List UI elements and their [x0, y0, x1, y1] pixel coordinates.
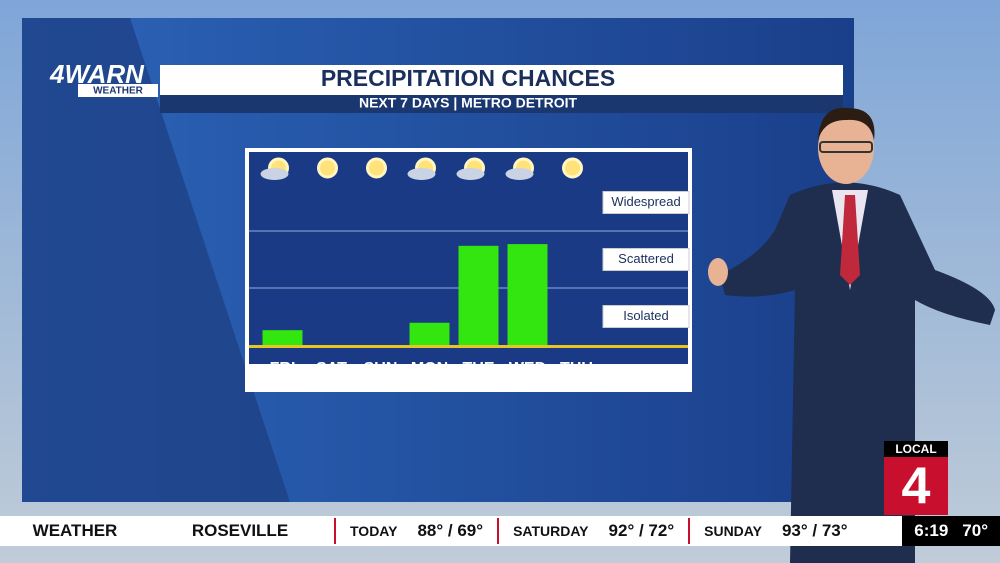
day: SATURDAY — [513, 523, 589, 539]
x-tick-label: SAT — [316, 360, 347, 377]
separator — [497, 518, 500, 544]
y-tick-label: Scattered — [618, 251, 674, 266]
y-tick-label: Widespread — [611, 194, 680, 209]
cloud-icon — [456, 168, 485, 180]
temps: 93° / 73° — [781, 521, 848, 540]
temps: 92° / 72° — [608, 521, 675, 540]
current-temp: 70° — [962, 521, 988, 540]
baseline — [249, 345, 688, 348]
x-tick-label: WED — [509, 360, 546, 377]
sun-icon — [317, 157, 338, 179]
temps: 88° / 69° — [417, 521, 484, 540]
day: SUNDAY — [704, 523, 762, 539]
logo-sub: WEATHER — [93, 86, 144, 97]
station-number: 4 — [902, 458, 931, 516]
bar — [507, 244, 548, 345]
cloud-icon — [260, 168, 289, 180]
x-tick-label: FRI — [270, 360, 296, 377]
x-tick-label: SUN — [364, 360, 398, 377]
bar — [262, 330, 303, 345]
separator — [688, 518, 691, 544]
cloud-icon — [407, 168, 436, 180]
subtitle-bar — [160, 95, 843, 113]
ticker-city: ROSEVILLE — [191, 521, 289, 540]
x-tick-label: TUE — [463, 360, 495, 377]
bar — [458, 245, 499, 345]
x-tick-label: MON — [411, 360, 448, 377]
cloud-icon — [505, 168, 534, 180]
title-bar — [160, 65, 843, 95]
logo-sub-bg — [78, 84, 158, 97]
station-bug-top — [884, 441, 948, 457]
chart-subtitle: NEXT 7 DAYS | METRO DETROIT — [359, 95, 578, 111]
separator — [334, 518, 336, 544]
x-tick-label: THU — [560, 360, 593, 377]
station-local: LOCAL — [895, 442, 936, 456]
chart-title: PRECIPITATION CHANCES — [321, 65, 615, 91]
logo: 4WARN — [49, 59, 145, 89]
y-tick-label: Isolated — [623, 308, 669, 323]
sun-icon — [366, 157, 387, 179]
wall-shade — [22, 18, 290, 502]
clock: 6:19 70° — [902, 516, 1000, 546]
day: TODAY — [350, 523, 398, 539]
ticker-section: WEATHER — [32, 521, 118, 540]
time: 6:19 — [914, 521, 949, 540]
y-label-box — [602, 248, 690, 271]
ticker: WEATHER ROSEVILLE TODAY 88° / 69° SATURDAY… — [0, 516, 1000, 546]
forecast: TODAY 88° / 69° SATURDAY 92° / 72° SUNDAY 93°… — [330, 518, 858, 544]
y-label-box — [602, 191, 690, 214]
bar — [409, 322, 450, 345]
y-label-box — [602, 305, 690, 328]
presenter — [708, 107, 995, 563]
sun-icon — [562, 157, 583, 179]
